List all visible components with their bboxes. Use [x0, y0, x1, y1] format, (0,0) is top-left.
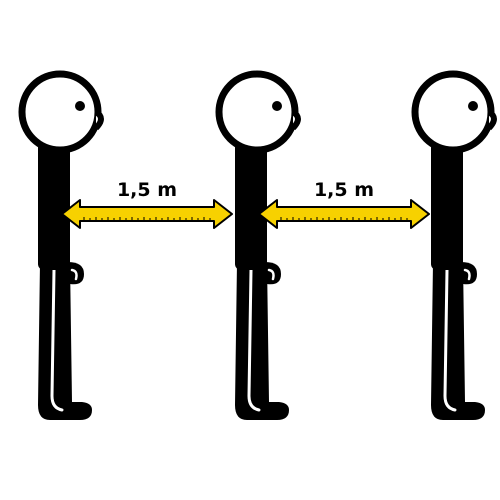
distance-arrow-1	[61, 199, 233, 229]
distance-label-2: 1,5 m	[314, 179, 374, 201]
person-3	[415, 74, 494, 420]
person-2	[219, 74, 298, 420]
person-1	[22, 74, 101, 420]
distance-arrow-2	[258, 199, 430, 229]
distance-label-1: 1,5 m	[117, 179, 177, 201]
